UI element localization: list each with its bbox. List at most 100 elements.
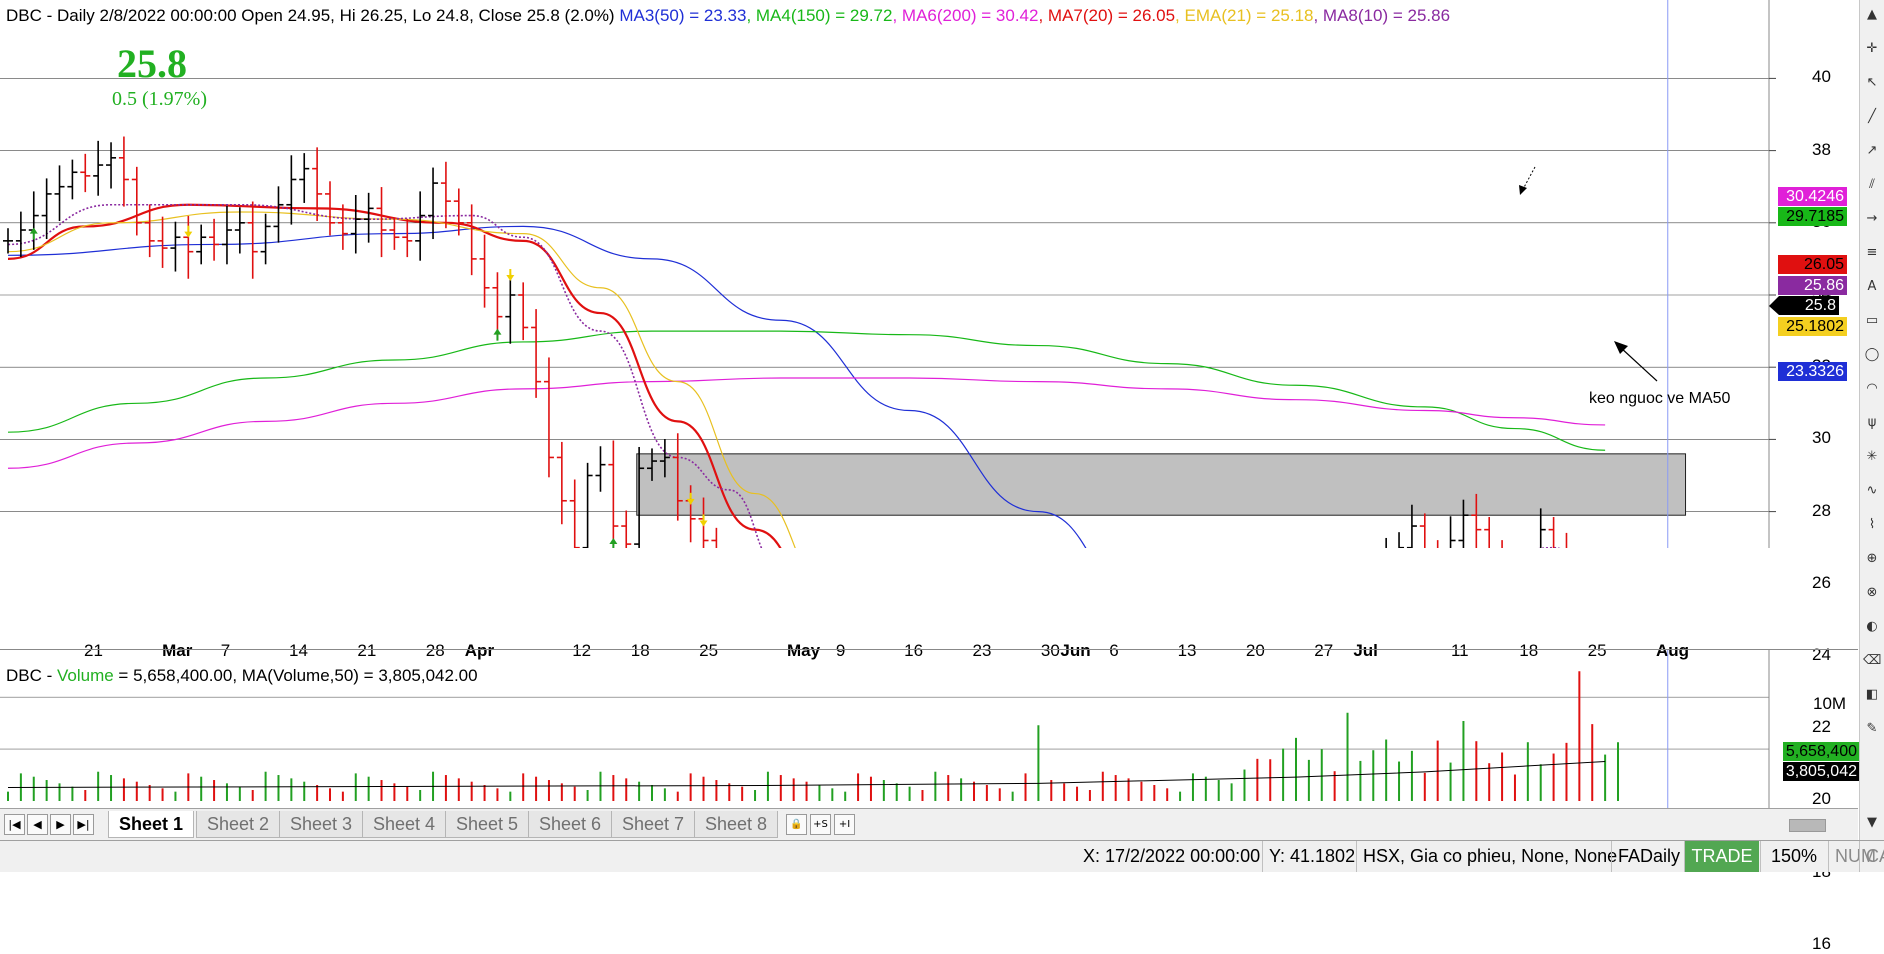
ohlc-bar[interactable] <box>543 357 554 478</box>
ohlc-bar[interactable] <box>363 192 374 243</box>
trend-icon[interactable]: ↗ <box>1866 143 1878 158</box>
ohlc-bar[interactable] <box>505 273 516 344</box>
ohlc-bar[interactable] <box>337 204 348 250</box>
ohlc-bar[interactable] <box>286 155 297 225</box>
ohlc-bar[interactable] <box>518 282 529 341</box>
ohlc-bar[interactable] <box>1548 517 1559 548</box>
insert-sheet-button[interactable]: +I <box>834 814 855 835</box>
ohlc-bar[interactable] <box>1446 516 1456 548</box>
ohlc-bar[interactable] <box>106 142 117 189</box>
crosshair-icon[interactable]: ✛ <box>1866 41 1878 56</box>
lock-icon[interactable]: 🔒 <box>786 814 807 835</box>
zoom-icon[interactable]: ⊕ <box>1866 551 1878 566</box>
prev-sheet-button[interactable]: ◀ <box>27 814 48 835</box>
status-trade-mode[interactable]: TRADE <box>1684 841 1759 872</box>
arrow-down-icon[interactable]: ▼ <box>1867 815 1877 830</box>
price-chart[interactable] <box>0 0 1858 548</box>
ohlc-bar[interactable] <box>93 140 104 196</box>
ohlc-bar[interactable] <box>234 207 245 254</box>
cursor-icon[interactable]: ↖ <box>1866 75 1878 90</box>
fib-icon[interactable]: ≡ <box>1866 245 1878 260</box>
tab-sheet-3[interactable]: Sheet 3 <box>279 811 364 838</box>
ohlc-bar[interactable] <box>1561 532 1571 548</box>
ohlc-bar[interactable] <box>672 433 683 521</box>
tab-sheet-4[interactable]: Sheet 4 <box>362 811 447 838</box>
add-sheet-button[interactable]: +S <box>810 814 831 835</box>
ellipse-icon[interactable]: ◯ <box>1864 347 1880 362</box>
ohlc-bar[interactable] <box>209 218 220 261</box>
note-icon[interactable]: ✎ <box>1866 721 1878 736</box>
ohlc-bar[interactable] <box>466 204 477 276</box>
ohlc-bar[interactable] <box>350 195 361 254</box>
ohlc-bar[interactable] <box>479 234 490 308</box>
ohlc-bar[interactable] <box>711 527 721 548</box>
indicator-label[interactable]: MA3(50) = 23.33 <box>619 6 747 25</box>
ohlc-bar[interactable] <box>325 181 335 236</box>
ohlc-bar[interactable] <box>183 215 194 279</box>
indicator-label[interactable]: , EMA(21) = 25.18 <box>1175 6 1314 25</box>
ma-line-ma6-200-[interactable] <box>7 377 1606 469</box>
tab-sheet-8[interactable]: Sheet 8 <box>694 811 779 838</box>
ohlc-bar[interactable] <box>54 165 65 221</box>
regression-icon[interactable]: ⌇ <box>1868 517 1876 532</box>
indicator-label[interactable]: , MA7(20) = 26.05 <box>1038 6 1176 25</box>
ohlc-bar[interactable] <box>299 153 310 203</box>
ohlc-bar[interactable] <box>569 479 580 548</box>
tab-sheet-1[interactable]: Sheet 1 <box>108 811 195 838</box>
ohlc-bar[interactable] <box>28 191 39 250</box>
ohlc-bar[interactable] <box>1458 499 1469 548</box>
ohlc-bar[interactable] <box>415 191 426 261</box>
ohlc-bar[interactable] <box>312 147 323 221</box>
cycle-icon[interactable]: ∿ <box>1866 483 1878 498</box>
ohlc-bar[interactable] <box>428 167 439 240</box>
ma-line-ma7-20-[interactable] <box>7 203 1605 548</box>
gann-icon[interactable]: ✳ <box>1866 449 1878 464</box>
ohlc-bar[interactable] <box>170 221 181 272</box>
line-icon[interactable]: ╱ <box>1868 109 1876 124</box>
channel-icon[interactable]: ⫽ <box>1869 177 1875 192</box>
magnet-icon[interactable]: ◐ <box>1866 619 1878 634</box>
ohlc-bar[interactable] <box>247 201 258 279</box>
last-sheet-button[interactable]: ▶| <box>73 814 94 835</box>
ohlc-bar[interactable] <box>453 188 464 236</box>
ohlc-bar[interactable] <box>1536 508 1546 548</box>
tab-sheet-7[interactable]: Sheet 7 <box>611 811 696 838</box>
ohlc-bar[interactable] <box>1484 517 1494 548</box>
rectangle-icon[interactable]: ▭ <box>1865 313 1879 328</box>
ohlc-bar[interactable] <box>1433 540 1443 548</box>
next-sheet-button[interactable]: ▶ <box>50 814 71 835</box>
volume-panel[interactable]: DBC - Volume = 5,658,400.00, MA(Volume,5… <box>0 649 1859 808</box>
ohlc-bar[interactable] <box>118 136 129 207</box>
ohlc-bar[interactable] <box>608 440 619 546</box>
tab-sheet-2[interactable]: Sheet 2 <box>196 811 281 838</box>
ohlc-bar[interactable] <box>634 446 645 548</box>
ma-line-ma4-150-[interactable] <box>7 330 1606 451</box>
ohlc-bar[interactable] <box>1406 504 1417 548</box>
ohlc-bar[interactable] <box>67 159 78 200</box>
ray-icon[interactable]: → <box>1866 211 1878 226</box>
ohlc-bar[interactable] <box>80 153 91 193</box>
indicator-label[interactable]: , MA8(10) = 25.86 <box>1313 6 1451 25</box>
ohlc-bar[interactable] <box>1381 537 1391 548</box>
ohlc-bar[interactable] <box>440 161 451 229</box>
ma-line-ema-21-[interactable] <box>7 211 1605 548</box>
horizontal-scrollbar-thumb[interactable] <box>1789 819 1826 832</box>
ohlc-bar[interactable] <box>131 166 142 236</box>
text-icon[interactable]: A <box>1867 279 1877 294</box>
arc-icon[interactable]: ◠ <box>1866 381 1878 396</box>
status-zoom[interactable]: 150% <box>1760 841 1823 872</box>
ohlc-bar[interactable] <box>402 218 413 258</box>
ohlc-bar[interactable] <box>273 186 284 243</box>
ohlc-bar[interactable] <box>221 205 232 265</box>
ohlc-bar[interactable] <box>556 441 567 525</box>
ohlc-bar[interactable] <box>144 204 155 258</box>
ohlc-bar[interactable] <box>659 439 670 478</box>
ohlc-bar[interactable] <box>1394 532 1405 548</box>
annotation-label[interactable]: keo nguoc ve MA50 <box>1589 390 1731 407</box>
ohlc-bar[interactable] <box>41 178 52 240</box>
resistance-zone[interactable] <box>636 453 1687 516</box>
ohlc-bar[interactable] <box>582 462 593 548</box>
ohlc-bar[interactable] <box>1419 513 1430 548</box>
ohlc-bar[interactable] <box>15 211 26 258</box>
